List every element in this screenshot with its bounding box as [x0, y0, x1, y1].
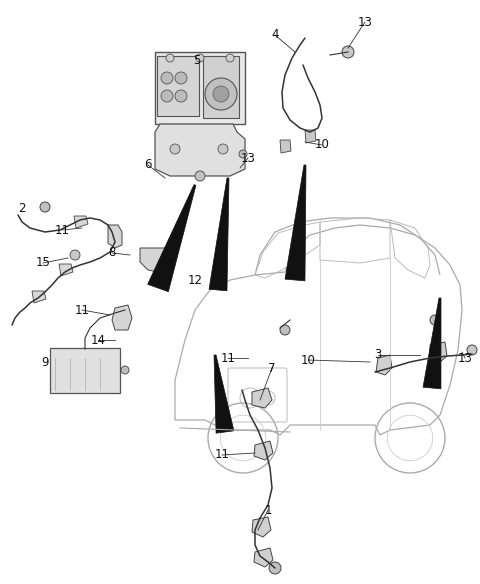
- Polygon shape: [430, 342, 447, 362]
- Polygon shape: [254, 441, 273, 460]
- Circle shape: [121, 366, 129, 374]
- Text: 3: 3: [374, 349, 382, 361]
- Text: 13: 13: [358, 16, 372, 29]
- Text: 15: 15: [36, 256, 50, 269]
- Text: 10: 10: [300, 353, 315, 367]
- Text: 5: 5: [193, 54, 201, 67]
- Text: 9: 9: [41, 356, 49, 369]
- Polygon shape: [108, 225, 122, 248]
- Polygon shape: [305, 130, 316, 143]
- Text: 4: 4: [271, 29, 279, 41]
- Polygon shape: [209, 178, 229, 291]
- Text: 14: 14: [91, 333, 106, 346]
- Circle shape: [166, 54, 174, 62]
- Text: 13: 13: [240, 151, 255, 165]
- Circle shape: [195, 171, 205, 181]
- Text: 8: 8: [108, 246, 116, 259]
- Circle shape: [205, 78, 237, 110]
- Polygon shape: [74, 216, 88, 228]
- Circle shape: [226, 54, 234, 62]
- Text: 7: 7: [268, 361, 276, 374]
- Polygon shape: [155, 124, 245, 176]
- Text: 11: 11: [215, 449, 229, 461]
- Polygon shape: [280, 140, 291, 153]
- Circle shape: [213, 86, 229, 102]
- Polygon shape: [254, 548, 273, 567]
- Text: 11: 11: [55, 224, 70, 237]
- Bar: [50, 348, 120, 393]
- Text: 11: 11: [220, 352, 236, 364]
- Text: 11: 11: [74, 304, 89, 317]
- Text: 2: 2: [18, 201, 26, 214]
- Bar: [203, 56, 239, 118]
- Circle shape: [342, 46, 354, 58]
- Text: 1: 1: [264, 503, 272, 516]
- Polygon shape: [148, 185, 196, 292]
- Polygon shape: [59, 264, 73, 276]
- Circle shape: [170, 144, 180, 154]
- Polygon shape: [285, 165, 306, 281]
- Polygon shape: [376, 355, 392, 375]
- Circle shape: [70, 250, 80, 260]
- Circle shape: [196, 54, 204, 62]
- Polygon shape: [112, 305, 132, 330]
- Circle shape: [218, 144, 228, 154]
- Bar: [155, 52, 245, 124]
- Circle shape: [467, 345, 477, 355]
- Bar: [157, 56, 199, 116]
- Polygon shape: [252, 517, 271, 537]
- Polygon shape: [252, 388, 272, 408]
- Circle shape: [175, 90, 187, 102]
- Text: 12: 12: [188, 273, 203, 287]
- Circle shape: [161, 72, 173, 84]
- Circle shape: [430, 315, 440, 325]
- Circle shape: [239, 150, 247, 158]
- Circle shape: [161, 90, 173, 102]
- Circle shape: [269, 562, 281, 574]
- Circle shape: [40, 202, 50, 212]
- Circle shape: [175, 72, 187, 84]
- Text: 10: 10: [314, 138, 329, 151]
- Polygon shape: [423, 298, 441, 389]
- Circle shape: [280, 325, 290, 335]
- Polygon shape: [214, 355, 234, 433]
- Polygon shape: [140, 248, 168, 272]
- Text: 6: 6: [144, 158, 152, 172]
- Polygon shape: [32, 291, 46, 303]
- Text: 13: 13: [457, 352, 472, 364]
